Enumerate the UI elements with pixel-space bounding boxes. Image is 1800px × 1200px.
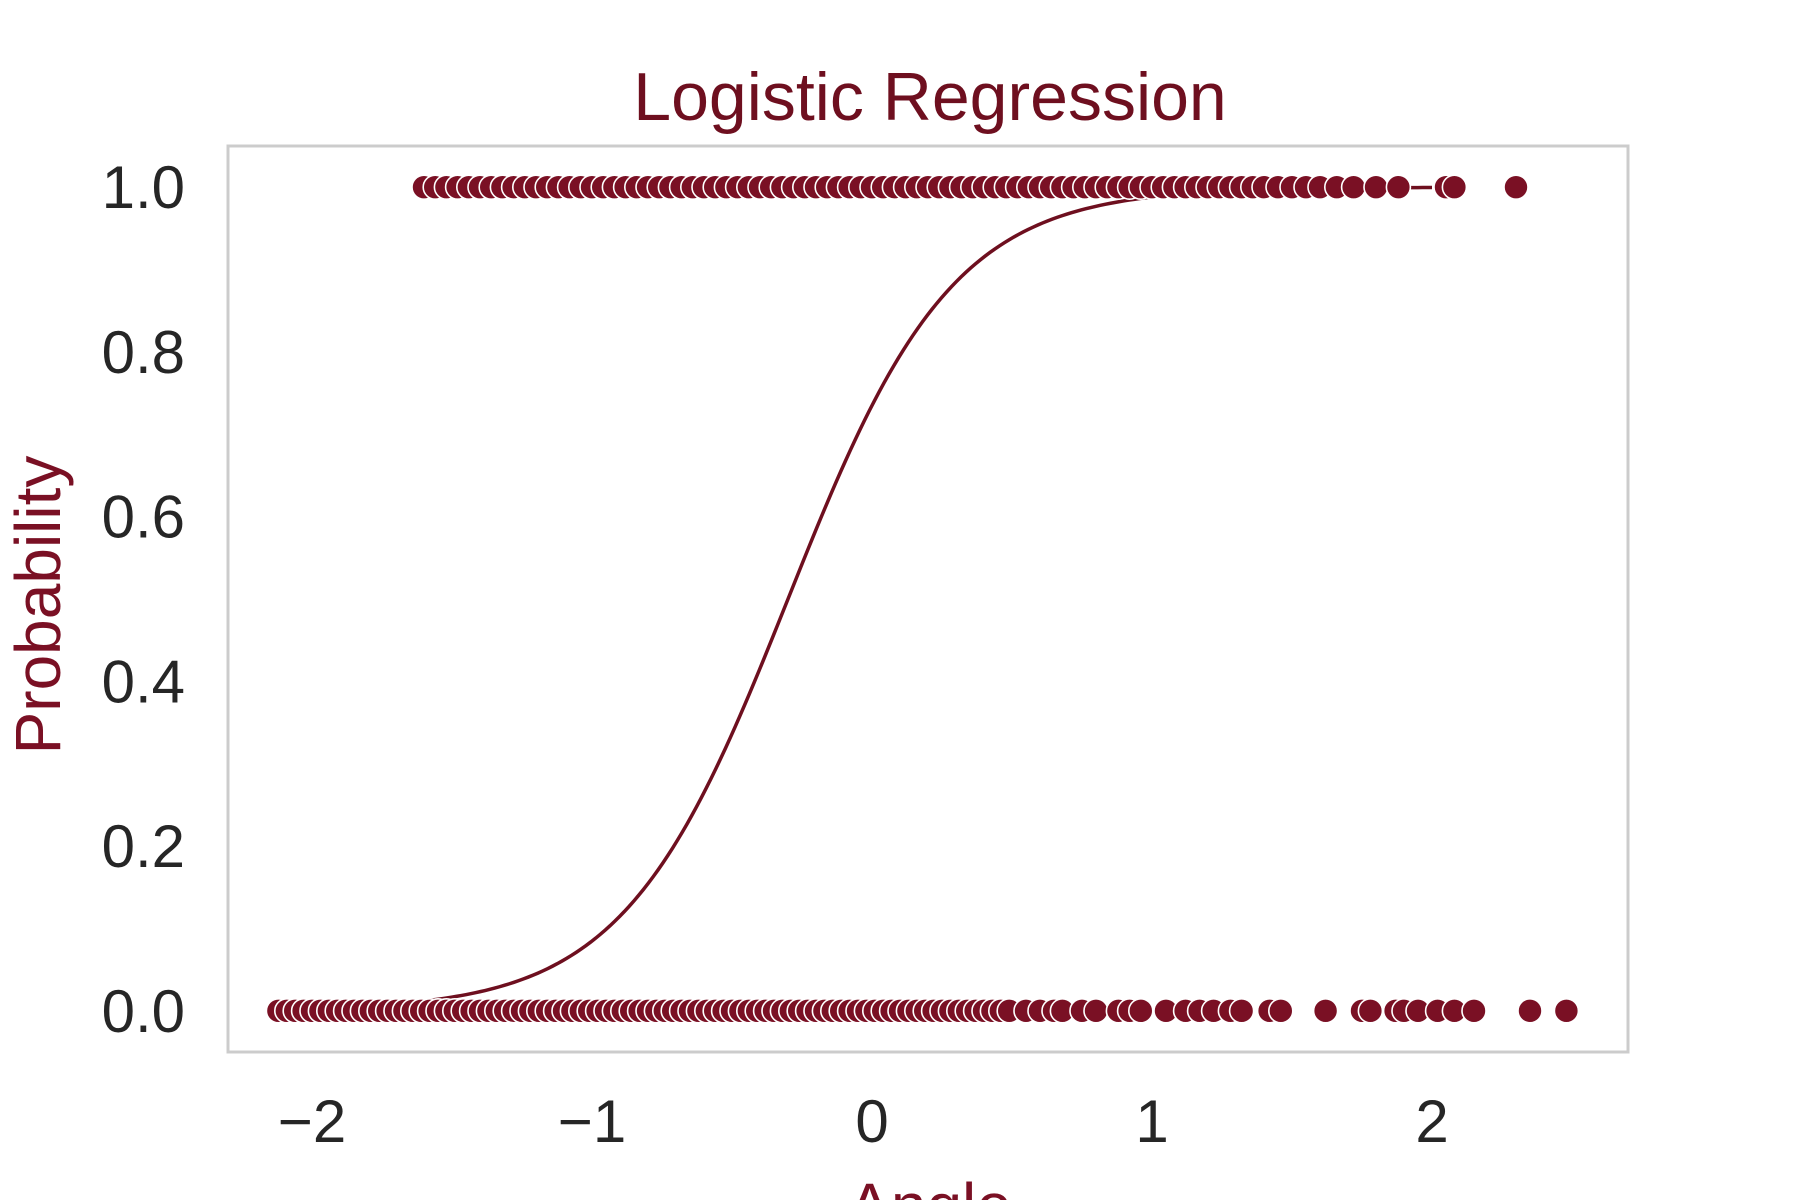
data-point-class-0 xyxy=(1553,998,1580,1024)
data-point-class-0 xyxy=(1268,998,1294,1024)
data-point-class-0 xyxy=(1312,998,1339,1024)
y-tick-labels: 0.0 0.2 0.4 0.6 0.8 1.0 xyxy=(102,154,185,1045)
y-tick-label: 0.0 xyxy=(102,978,185,1045)
data-point-class-1 xyxy=(1503,174,1529,200)
data-point-class-1 xyxy=(1340,174,1367,200)
plot-area xyxy=(226,144,1630,1054)
data-point-class-0 xyxy=(1517,998,1543,1024)
data-point-class-0 xyxy=(1083,998,1109,1024)
y-axis-label: Probability xyxy=(2,456,74,755)
chart-title: Logistic Regression xyxy=(633,59,1226,135)
x-tick-label: 2 xyxy=(1415,1088,1448,1155)
y-tick-label: 0.2 xyxy=(102,813,185,880)
data-point-class-0 xyxy=(1357,998,1384,1024)
logistic-curve xyxy=(278,185,1433,1011)
data-point-class-0 xyxy=(1128,998,1154,1024)
data-point-class-1 xyxy=(1363,174,1389,200)
y-tick-label: 0.8 xyxy=(102,319,185,386)
data-point-class-1 xyxy=(1385,174,1412,200)
x-tick-label: −1 xyxy=(558,1088,626,1155)
plot-frame xyxy=(226,144,1630,1054)
data-point-class-1 xyxy=(1441,174,1468,200)
y-tick-label: 1.0 xyxy=(102,154,185,221)
y-tick-label: 0.4 xyxy=(102,648,185,715)
x-tick-label: 0 xyxy=(855,1088,888,1155)
points-layer xyxy=(265,174,1580,1024)
y-tick-label: 0.6 xyxy=(102,484,185,551)
data-point-class-0 xyxy=(1461,998,1487,1024)
x-tick-labels: −2 −1 0 1 2 xyxy=(278,1088,1449,1155)
data-point-class-0 xyxy=(1228,998,1255,1024)
x-tick-label: 1 xyxy=(1135,1088,1168,1155)
curve-layer xyxy=(278,185,1433,1011)
x-axis-label: Angle xyxy=(848,1170,1012,1200)
x-tick-label: −2 xyxy=(278,1088,346,1155)
